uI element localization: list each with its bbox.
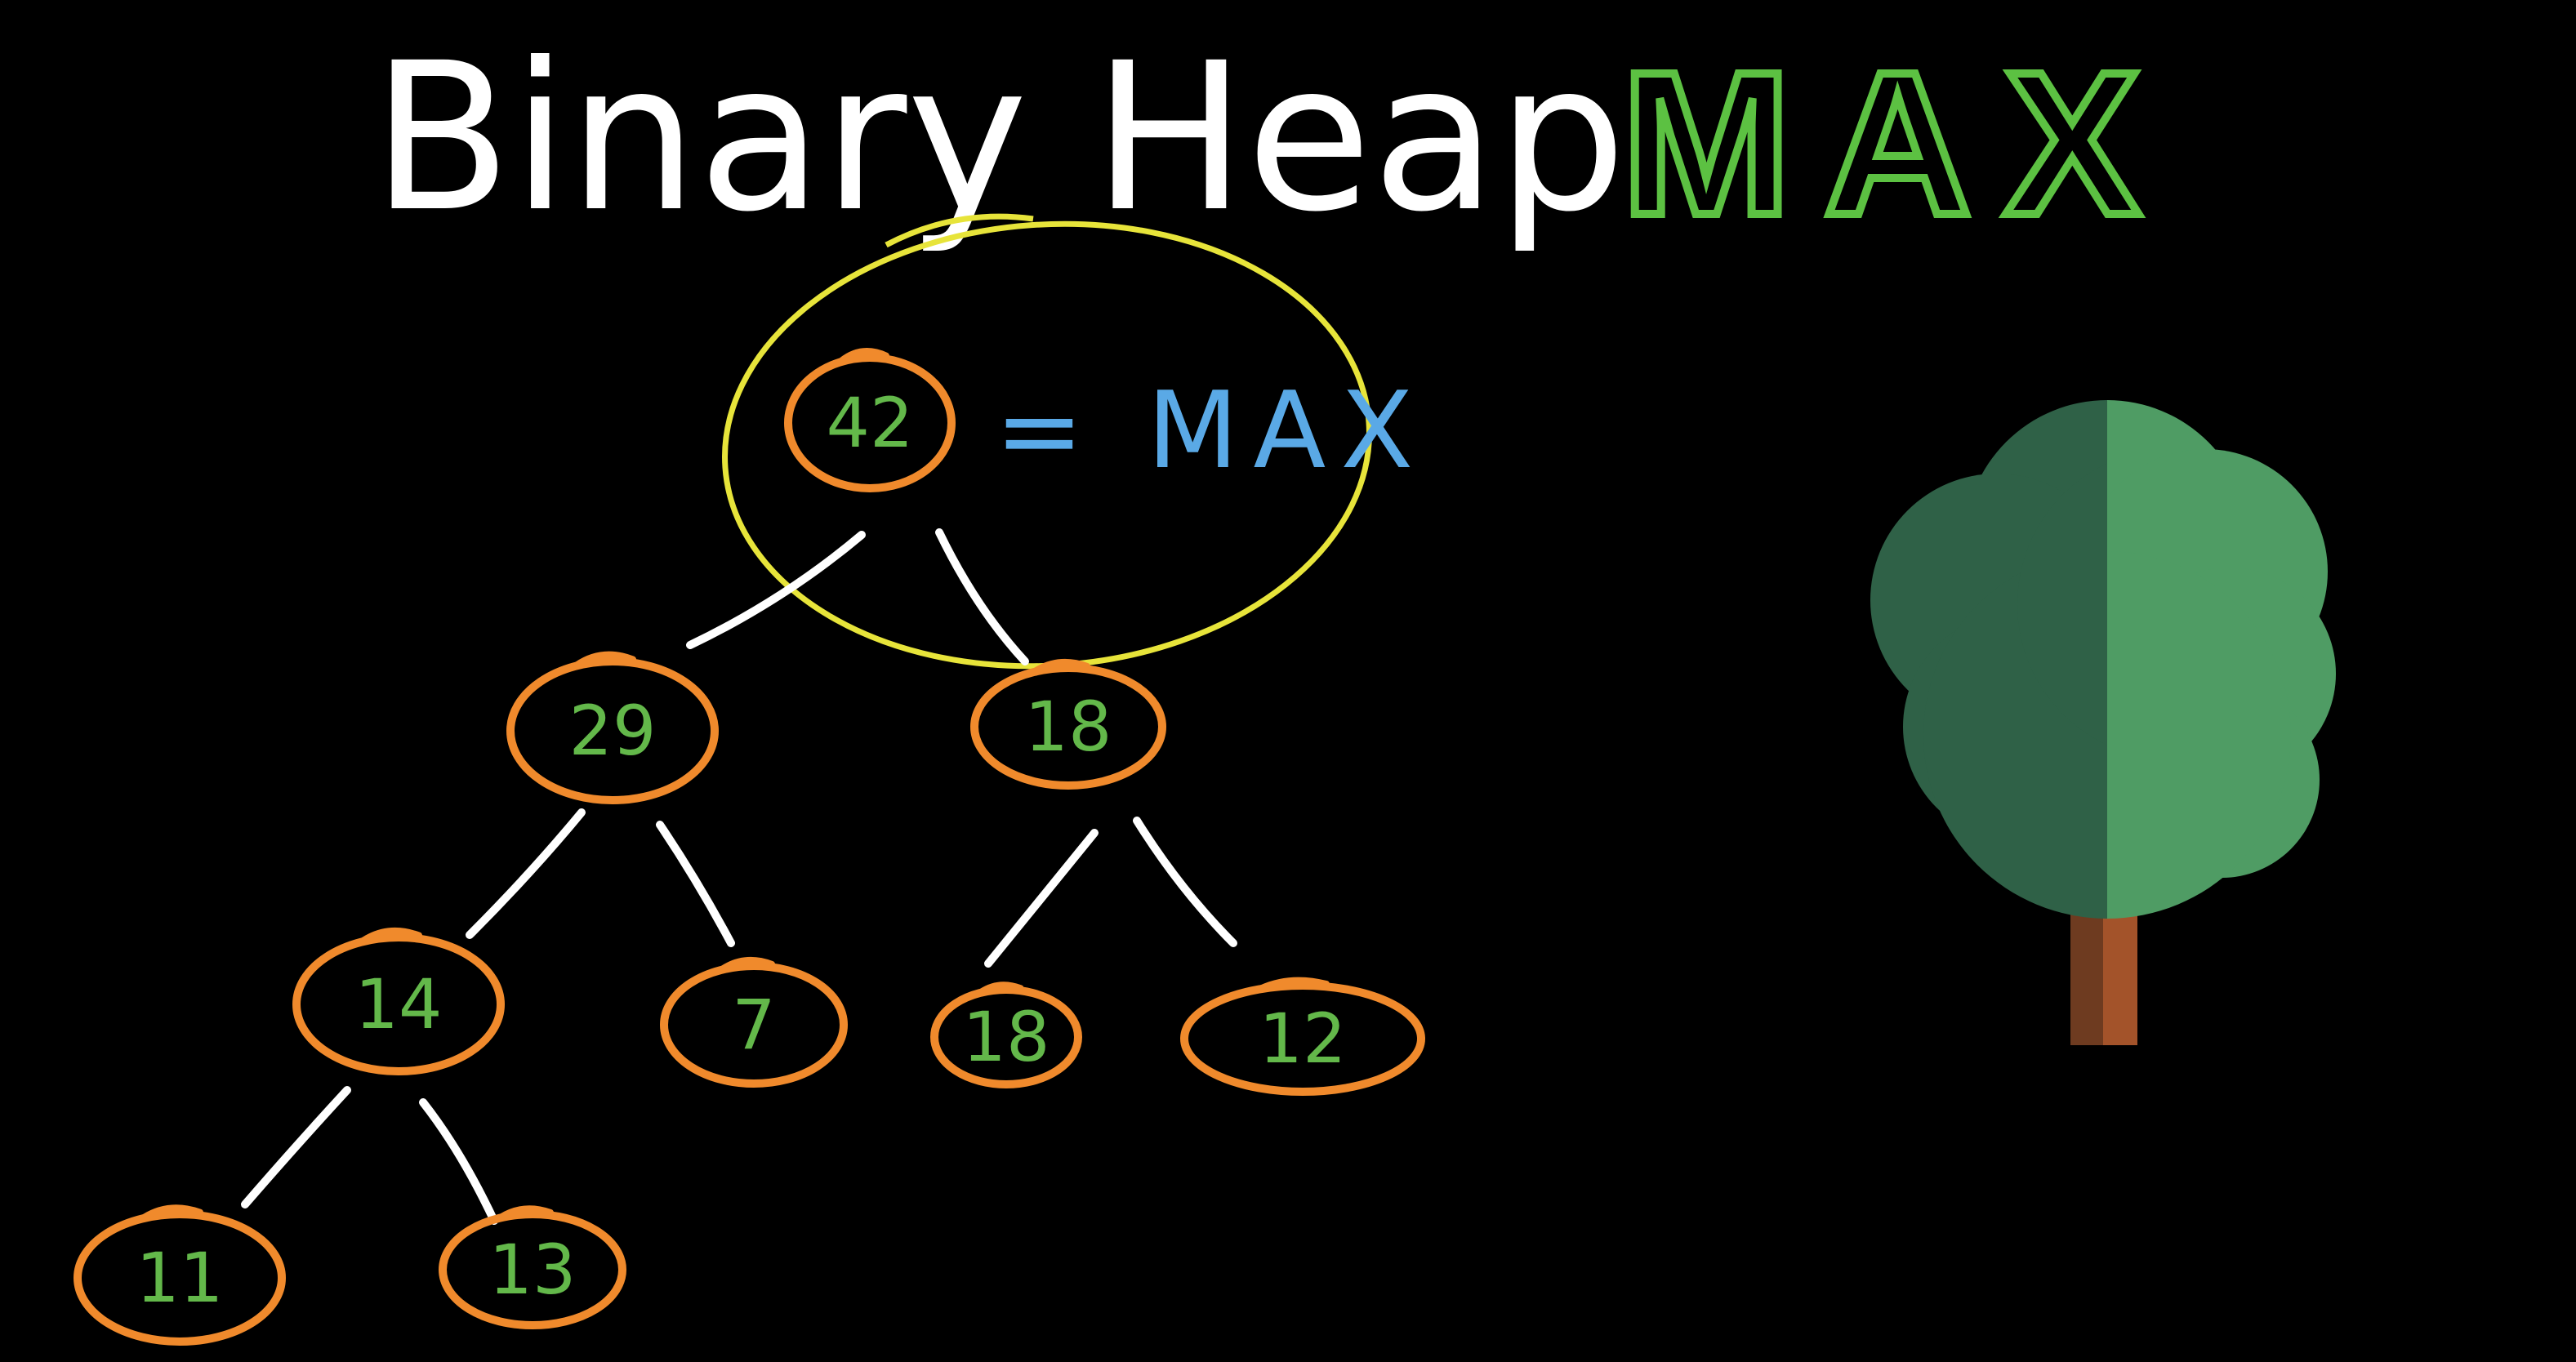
heap-node: 14 (292, 927, 505, 1075)
heap-node: 13 (439, 1205, 626, 1329)
node-ring-curl (1258, 977, 1330, 992)
node-ring (439, 1210, 626, 1329)
node-ring (660, 962, 848, 1088)
node-value: 18 (963, 997, 1050, 1077)
node-value: 14 (355, 964, 443, 1044)
heap-node: 11 (74, 1204, 286, 1346)
node-ring (970, 664, 1166, 790)
max-annotation: = MAX (995, 368, 1428, 492)
node-ring (1180, 981, 1425, 1096)
tree-foliage-right (2107, 400, 2336, 919)
edge-n3-n7 (241, 1086, 351, 1208)
heap-node: 42 (784, 348, 956, 492)
node-ring (784, 354, 956, 492)
node-value: 29 (569, 691, 657, 771)
diagram-title: Binary Heap (372, 19, 1627, 256)
node-value: 11 (136, 1238, 224, 1318)
heap-node: 29 (506, 651, 719, 804)
highlight-overstroke (885, 213, 1034, 248)
heap-node: 18 (970, 658, 1166, 790)
edge-n2-n6 (1133, 817, 1237, 947)
node-ring-curl (1032, 658, 1090, 674)
tree-icon (1870, 400, 2336, 1045)
node-ring (74, 1210, 286, 1346)
node-ring-curl (573, 651, 636, 669)
diagram-title-qualifier: MAX (1621, 29, 2173, 257)
node-value: 13 (489, 1230, 577, 1310)
node-value: 7 (732, 985, 775, 1065)
node-ring-curl (838, 348, 889, 364)
node-ring-curl (719, 956, 775, 973)
node-ring-curl (497, 1205, 554, 1221)
node-value: 42 (827, 383, 914, 463)
edge-n1-n3 (466, 808, 586, 939)
edge-n0-n2 (935, 528, 1029, 665)
heap-node: 18 (930, 981, 1082, 1088)
node-ring (506, 657, 719, 804)
edge-n1-n4 (656, 821, 735, 947)
node-ring (930, 986, 1082, 1088)
node-ring-curl (140, 1204, 203, 1221)
edge-n0-n1 (686, 531, 866, 649)
node-value: 12 (1259, 999, 1347, 1079)
node-ring (292, 933, 505, 1075)
node-ring-curl (978, 981, 1024, 995)
edge-n2-n5 (984, 829, 1099, 968)
node-value: 18 (1025, 687, 1112, 767)
heap-node: 12 (1180, 977, 1425, 1096)
node-ring-curl (359, 927, 422, 945)
tree-foliage-left (1870, 400, 2107, 919)
heap-node: 7 (660, 956, 848, 1088)
edge-n3-n8 (419, 1098, 498, 1225)
nodes-layer: 42 29 18 14 7 18 12 11 13 (74, 348, 1425, 1346)
edges-layer (241, 528, 1237, 1225)
